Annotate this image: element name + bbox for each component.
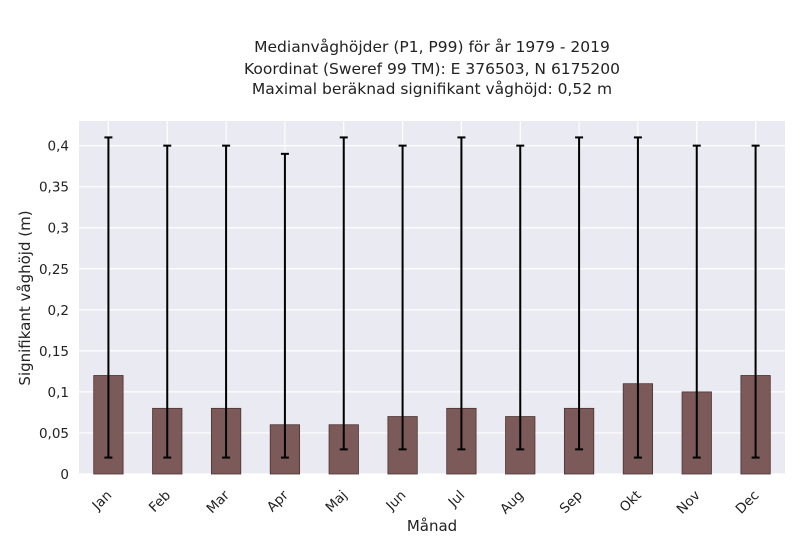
- x-axis-ticks: Jan Feb Mar Apr Maj Jun Jul Aug Sep Okt Nov Dec: [89, 487, 763, 517]
- title-line-3: Maximal beräknad signifikant våghöjd: 0,…: [252, 80, 612, 98]
- y-tick-label: 0,1: [48, 385, 69, 401]
- error-bars: [104, 136, 760, 459]
- x-tick-label: Sep: [557, 488, 586, 517]
- title-line-2: Koordinat (Sweref 99 TM): E 376503, N 61…: [244, 60, 620, 78]
- y-tick-label: 0,15: [39, 344, 69, 360]
- x-tick-label: Jun: [382, 488, 409, 515]
- plot-background: [79, 121, 785, 474]
- y-tick-label: 0,25: [39, 262, 69, 278]
- x-tick-label: Feb: [146, 488, 174, 516]
- y-tick-label: 0,3: [48, 221, 69, 237]
- y-tick-label: 0: [60, 467, 69, 483]
- x-tick-label: Dec: [733, 488, 763, 518]
- y-tick-label: 0,05: [39, 426, 69, 442]
- x-tick-label: Jan: [89, 488, 116, 515]
- y-axis-ticks: 0 0,05 0,1 0,15 0,2 0,25 0,3 0,35 0,4: [39, 139, 69, 483]
- y-tick-label: 0,4: [48, 139, 69, 155]
- x-axis-label: Månad: [407, 517, 457, 535]
- x-tick-label: Jul: [445, 488, 469, 512]
- y-tick-label: 0,2: [48, 303, 69, 319]
- x-tick-label: Aug: [497, 488, 527, 518]
- x-tick-label: Okt: [617, 488, 645, 516]
- x-tick-label: Nov: [674, 488, 704, 518]
- y-axis-label: Signifikant våghöjd (m): [16, 210, 34, 385]
- chart-title: Medianvåghöjder (P1, P99) för år 1979 - …: [244, 38, 620, 98]
- title-line-1: Medianvåghöjder (P1, P99) för år 1979 - …: [254, 38, 610, 56]
- x-tick-label: Maj: [323, 488, 351, 516]
- x-tick-label: Mar: [204, 487, 234, 517]
- y-tick-label: 0,35: [39, 180, 69, 196]
- x-tick-label: Apr: [264, 487, 292, 515]
